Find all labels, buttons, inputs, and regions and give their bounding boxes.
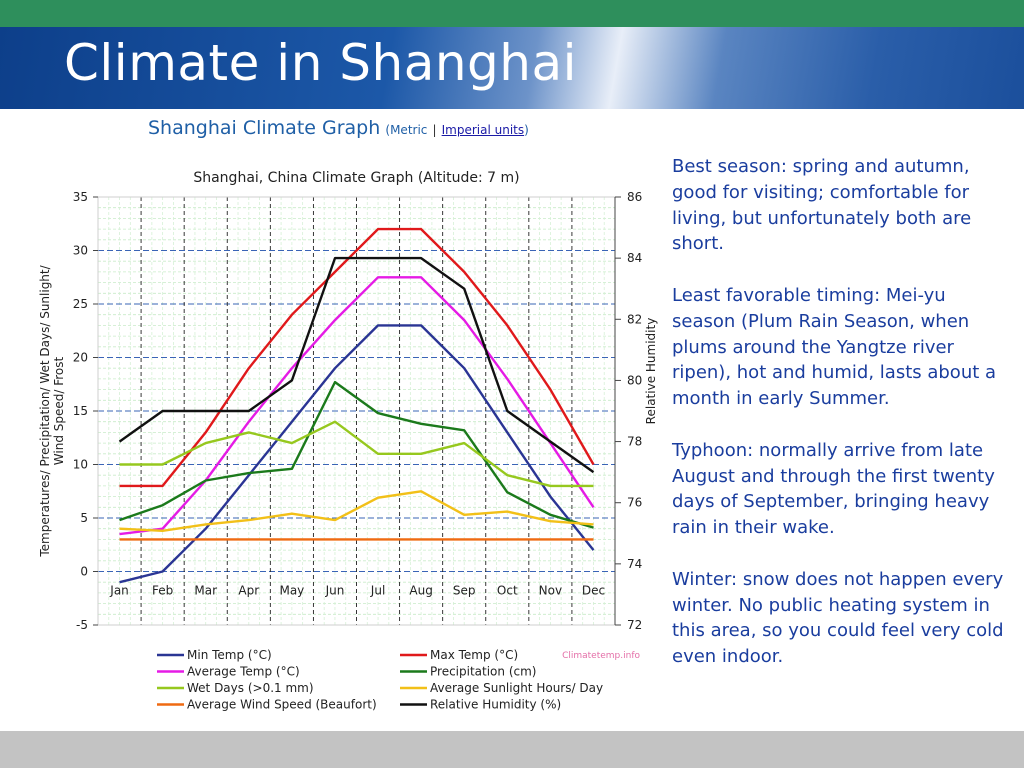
y-axis-label-line-1: Temperatures/ Precipitation/ Wet Days/ S… — [38, 264, 52, 557]
series-line-7 — [118, 256, 595, 474]
graph-header-close-paren: ) — [524, 123, 529, 137]
x-tick-label: Aug — [409, 584, 432, 598]
y-tick-label: 15 — [73, 404, 88, 418]
y-tick-label: 25 — [73, 297, 88, 311]
x-tick-label: Jan — [109, 584, 129, 598]
title-banner — [0, 27, 1024, 109]
x-tick-label: Sep — [453, 584, 476, 598]
y2-tick-label: 74 — [627, 557, 642, 571]
x-tick-label: Nov — [539, 584, 562, 598]
bottom-bar — [0, 731, 1024, 768]
y2-axis-label: Relative Humidity — [644, 318, 658, 425]
y2-tick-label: 80 — [627, 373, 642, 387]
x-tick-label: Feb — [152, 584, 173, 598]
x-tick-label: Dec — [582, 584, 605, 598]
y2-tick-label: 76 — [627, 496, 642, 510]
chart-title: Shanghai, China Climate Graph (Altitude:… — [193, 170, 519, 186]
legend-label: Average Wind Speed (Beaufort) — [187, 698, 377, 712]
note-typhoon: Typhoon: normally arrive from late Augus… — [672, 439, 995, 539]
slide-title: Climate in Shanghai — [64, 34, 577, 92]
x-tick-label: Jun — [325, 584, 345, 598]
series-line-2 — [119, 276, 595, 536]
y-tick-label: -5 — [76, 618, 88, 632]
legend-label: Min Temp (°C) — [187, 648, 272, 662]
y2-tick-label: 78 — [627, 435, 642, 449]
note-best-season: Best season: spring and autumn, good for… — [672, 156, 972, 255]
series-line-5 — [119, 490, 594, 532]
y2-tick-label: 72 — [627, 618, 642, 632]
y2-tick-label: 84 — [627, 251, 642, 265]
legend-label: Average Temp (°C) — [187, 665, 300, 679]
y2-tick-label: 82 — [627, 312, 642, 326]
imperial-units-link[interactable]: Imperial units — [441, 123, 525, 137]
x-tick-label: Jul — [370, 584, 385, 598]
climate-chart: -5 0 5 10 15 20 25 30 35 72 74 76 78 80 82 84 86 Jan Feb Ma… — [38, 170, 658, 712]
y-tick-label: 30 — [73, 244, 88, 258]
series-layer — [118, 227, 595, 584]
y-tick-label: 35 — [73, 190, 88, 204]
x-tick-label: May — [279, 584, 304, 598]
x-tick-label: Mar — [194, 584, 217, 598]
legend-label: Average Sunlight Hours/ Day — [430, 681, 603, 695]
graph-header: Shanghai Climate Graph (Metric | Imperia… — [148, 117, 529, 139]
legend-label: Max Temp (°C) — [430, 648, 518, 662]
x-tick-label: Oct — [497, 584, 518, 598]
series-line-3 — [119, 380, 594, 529]
x-tick-label: Apr — [238, 584, 259, 598]
legend-label: Precipitation (cm) — [430, 665, 536, 679]
y-axis-label-line-2: Wind Speed/ Frost — [52, 356, 66, 465]
y-tick-label: 5 — [80, 511, 88, 525]
axis-layer: -5 0 5 10 15 20 25 30 35 72 74 76 78 80 82 84 86 Jan Feb Ma… — [73, 190, 643, 632]
chart-legend: Min Temp (°C) Max Temp (°C) Average Temp (… — [157, 648, 603, 712]
graph-header-open-paren: ( — [385, 123, 391, 137]
series-line-0 — [119, 324, 595, 584]
note-winter: Winter: snow does not happen every winte… — [672, 568, 1004, 668]
notes-panel: Best season: spring and autumn, good for… — [672, 154, 1012, 696]
legend-label: Relative Humidity (%) — [430, 698, 561, 712]
legend-label: Wet Days (>0.1 mm) — [187, 681, 314, 695]
top-accent-bar — [0, 0, 1024, 27]
note-least-favorable: Least favorable timing: Mei-yu season (P… — [672, 284, 997, 410]
metric-label: Metric — [390, 123, 428, 137]
series-line-4 — [119, 420, 594, 488]
y-tick-label: 0 — [80, 565, 88, 579]
y2-tick-label: 86 — [627, 190, 642, 204]
y-tick-label: 20 — [73, 351, 88, 365]
series-line-1 — [119, 227, 595, 488]
graph-header-title: Shanghai Climate Graph — [148, 117, 381, 139]
y-tick-label: 10 — [73, 458, 88, 472]
units-separator: | — [432, 123, 437, 137]
watermark: Climatetemp.info — [562, 651, 640, 661]
